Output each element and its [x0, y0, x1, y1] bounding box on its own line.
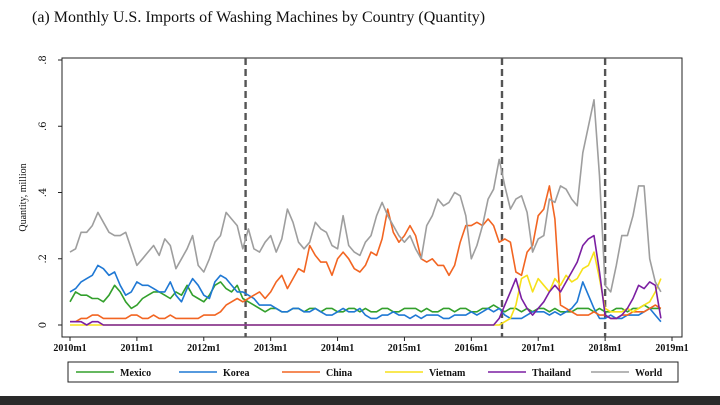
y-tick-label: .6 — [38, 121, 49, 131]
x-tick-label: 2010m1 — [53, 343, 86, 354]
y-tick-label: .2 — [38, 254, 49, 264]
y-tick-label: 0 — [38, 322, 49, 328]
plot-border — [61, 57, 683, 338]
x-tick-label: 2017m1 — [522, 343, 555, 354]
window-bottom-bar — [0, 396, 720, 405]
chart-title: (a) Monthly U.S. Imports of Washing Mach… — [32, 9, 486, 26]
series-group — [69, 99, 662, 326]
y-tick-label: .4 — [38, 188, 49, 198]
legend-label-korea: Korea — [223, 368, 249, 379]
series-line-thailand — [70, 234, 662, 326]
series-line-mexico — [69, 281, 661, 313]
legend-label-thailand: Thailand — [532, 368, 571, 379]
x-tick-label: 2018m1 — [588, 343, 621, 354]
series-line-korea — [69, 264, 662, 323]
series-line-world — [69, 99, 662, 293]
y-axis-label: Quantity, million — [18, 163, 29, 231]
x-tick-label: 2012m1 — [187, 343, 220, 354]
legend-label-world: World — [635, 368, 663, 379]
x-tick-label: 2016m1 — [455, 343, 488, 354]
legend: Mexico Korea China Vietnam Thailand World — [67, 361, 679, 383]
x-tick-label: 2015m1 — [388, 343, 421, 354]
plot-frame — [61, 57, 683, 338]
legend-box — [67, 361, 679, 383]
x-tick-label: 2014m1 — [321, 343, 354, 354]
legend-label-mexico: Mexico — [120, 368, 151, 379]
x-tick-label: 2011m1 — [120, 343, 153, 354]
legend-label-china: China — [326, 368, 352, 379]
x-tick-label: 2019m1 — [655, 343, 688, 354]
x-tick-label: 2013m1 — [254, 343, 287, 354]
legend-label-vietnam: Vietnam — [429, 368, 466, 379]
y-tick-label: .8 — [38, 55, 49, 65]
axes: 0 .2 .4 .6 .8 Quantity, million 2010m1 2011m1 20… — [18, 55, 689, 354]
series-line-china — [70, 185, 662, 323]
